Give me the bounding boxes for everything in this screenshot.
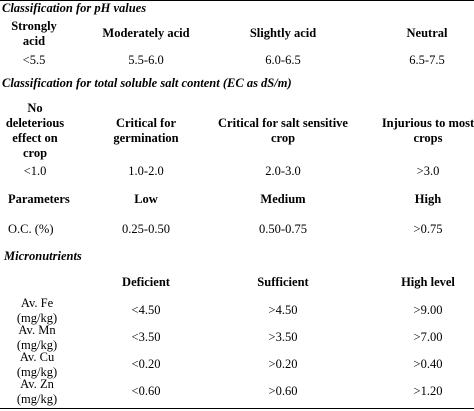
- micro-row-cu-high: >0.40: [413, 357, 443, 371]
- ph-value-slightly-acid: 6.0-6.5: [265, 53, 301, 67]
- oc-value-medium: 0.50-0.75: [259, 222, 307, 236]
- micro-row-zn-name: Av. Zn (mg/kg): [16, 377, 58, 406]
- micro-header-high-level: High level: [401, 275, 455, 289]
- ph-section-title: Classification for pH values: [2, 1, 147, 15]
- salt-value-critical-sensitive: 2.0-3.0: [265, 164, 301, 178]
- ph-value-strongly-acid: <5.5: [22, 53, 46, 67]
- ph-header-neutral: Neutral: [406, 26, 448, 40]
- salt-value-no-effect: <1.0: [23, 164, 47, 178]
- micro-row-zn-high: >1.20: [413, 384, 443, 398]
- ph-header-moderately-acid: Moderately acid: [102, 26, 190, 40]
- oc-header-low: Low: [134, 192, 158, 206]
- bottom-rule: [0, 408, 474, 409]
- oc-row-name: O.C. (%): [8, 222, 54, 236]
- salt-header-no-effect: No deleterious effect on crop: [5, 101, 65, 160]
- oc-header-high: High: [414, 192, 442, 206]
- top-rule: [0, 0, 474, 1]
- salt-header-critical-germination: Critical for germination: [113, 116, 179, 145]
- micro-section-title: Micronutrients: [4, 249, 82, 263]
- micro-row-fe-deficient: <4.50: [131, 303, 161, 317]
- oc-header-parameters: Parameters: [8, 192, 70, 206]
- salt-section-title: Classification for total soluble salt co…: [2, 76, 292, 90]
- oc-value-high: >0.75: [413, 222, 443, 236]
- oc-header-medium: Medium: [260, 192, 306, 206]
- micro-row-mn-deficient: <3.50: [131, 330, 161, 344]
- micro-row-fe-high: >9.00: [413, 303, 443, 317]
- micro-row-zn-sufficient: >0.60: [268, 384, 298, 398]
- micro-header-sufficient: Sufficient: [257, 275, 309, 289]
- ph-header-strongly-acid: Strongly acid: [11, 19, 57, 48]
- micro-row-zn-deficient: <0.60: [131, 384, 161, 398]
- micro-row-mn-sufficient: >3.50: [268, 330, 298, 344]
- micro-header-deficient: Deficient: [122, 275, 170, 289]
- salt-header-injurious: Injurious to most crops: [381, 116, 474, 145]
- micro-row-cu-sufficient: >0.20: [268, 357, 298, 371]
- micro-row-mn-high: >7.00: [413, 330, 443, 344]
- micro-row-fe-sufficient: >4.50: [268, 303, 298, 317]
- micro-row-fe-name: Av. Fe (mg/kg): [16, 296, 58, 325]
- salt-value-injurious: >3.0: [416, 164, 440, 178]
- micro-row-cu-deficient: <0.20: [131, 357, 161, 371]
- micro-row-cu-name: Av. Cu (mg/kg): [16, 350, 58, 379]
- ph-value-neutral: 6.5-7.5: [409, 53, 445, 67]
- oc-value-low: 0.25-0.50: [122, 222, 170, 236]
- ph-value-moderately-acid: 5.5-6.0: [128, 53, 164, 67]
- salt-value-critical-germination: 1.0-2.0: [128, 164, 164, 178]
- ph-header-slightly-acid: Slightly acid: [249, 26, 317, 40]
- salt-header-critical-sensitive: Critical for salt sensitive crop: [218, 116, 348, 145]
- micro-row-mn-name: Av. Mn (mg/kg): [16, 323, 58, 352]
